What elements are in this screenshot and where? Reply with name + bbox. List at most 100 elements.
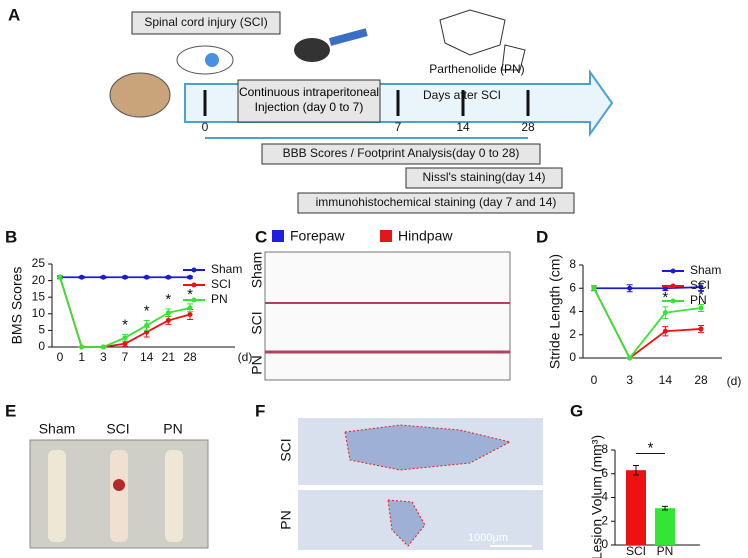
error-bar (662, 505, 668, 511)
y-tick-label: 6 (569, 280, 576, 294)
assay-text: immunohistochemical staining (day 7 and … (316, 195, 557, 209)
error-bar (633, 464, 639, 476)
column-label: PN (163, 421, 182, 437)
panel-letter: D (536, 227, 548, 246)
point (662, 310, 668, 316)
timeline-tick-label: 0 (202, 120, 209, 134)
injection-box-text: Continuous intraperitoneal Injection (da… (238, 85, 380, 114)
point (122, 335, 128, 341)
tissue (48, 450, 66, 542)
y-tick-label: 10 (32, 306, 46, 320)
x-tick-label: SCI (626, 544, 646, 558)
point (698, 326, 704, 332)
assay-box (261, 143, 541, 165)
legend-label: SCI (211, 277, 231, 291)
x-tick-label: 21 (162, 350, 176, 364)
panel-letter: B (5, 227, 17, 246)
y-tick-label: 0 (601, 537, 608, 551)
legend-marker (670, 268, 676, 274)
significance: * (648, 439, 654, 456)
x-tick-label: 28 (694, 373, 708, 387)
significance: * (187, 286, 193, 303)
assay-box (405, 167, 563, 189)
sci-box-text: Spinal cord injury (SCI) (144, 15, 267, 29)
panel-letter: A (8, 5, 20, 24)
x-unit: (d) (727, 374, 742, 388)
x-tick-label: 3 (626, 373, 633, 387)
x-tick-label: 1 (78, 350, 85, 364)
point (591, 285, 597, 291)
y-axis-label: BMS Scores (9, 267, 25, 345)
legend-label: PN (690, 293, 707, 307)
legend-label: SCI (690, 278, 710, 292)
x-tick-label: 3 (100, 350, 107, 364)
timeline-tick-label: 7 (395, 120, 402, 134)
point (165, 317, 171, 323)
row-label: PN (249, 355, 265, 374)
timeline-tick-label: 28 (521, 120, 535, 134)
tissue (165, 450, 183, 542)
bar (626, 470, 646, 545)
legend-swatch (272, 230, 284, 242)
significance: * (122, 316, 128, 333)
x-tick-label: 0 (57, 350, 64, 364)
x-tick-label: 28 (183, 350, 197, 364)
y-tick-label: 8 (601, 442, 608, 456)
y-tick-label: 5 (38, 323, 45, 337)
legend-marker (191, 267, 197, 273)
x-tick-label: 14 (140, 350, 154, 364)
injection-box-fo: Continuous intraperitoneal Injection (da… (238, 85, 380, 114)
y-axis-label: Lesion Volum (mm³) (589, 435, 605, 558)
series-line (593, 287, 702, 360)
tissue (110, 450, 128, 542)
legend-label: Forepaw (290, 228, 345, 244)
lesion-outline (344, 424, 512, 471)
series-line (594, 286, 702, 290)
injury-icon (205, 53, 219, 67)
point (187, 305, 193, 311)
panel-letter: E (5, 401, 16, 420)
panel-letter: G (570, 401, 583, 420)
column-label: Sham (39, 421, 76, 437)
rat-icon (109, 72, 171, 118)
column-label: SCI (106, 421, 129, 437)
bar (655, 508, 675, 545)
molecule (439, 9, 526, 71)
row-label: PN (278, 510, 294, 529)
y-tick-label: 8 (569, 257, 576, 271)
point (165, 310, 171, 316)
x-unit: (d) (238, 350, 253, 364)
row-label: SCI (278, 438, 294, 461)
legend-label: Hindpaw (398, 228, 453, 244)
point (79, 344, 85, 350)
y-tick-label: 4 (569, 304, 576, 318)
point (122, 341, 128, 347)
point (187, 311, 193, 317)
y-tick-label: 0 (38, 339, 45, 353)
point (79, 274, 85, 280)
legend-label: PN (211, 292, 228, 306)
x-tick-label: PN (657, 544, 674, 558)
legend-marker (191, 297, 197, 303)
assay-text: BBB Scores / Footprint Analysis(day 0 to… (283, 146, 520, 160)
point (698, 284, 704, 290)
point (187, 274, 193, 280)
scale-bar-label: 1000μm (468, 532, 508, 544)
legend-label: Sham (690, 263, 721, 277)
x-tick-label: 7 (122, 350, 129, 364)
x-tick-label: 0 (591, 373, 598, 387)
point (100, 274, 106, 280)
panel-letter: F (255, 401, 265, 420)
assay-box (297, 192, 575, 214)
point (627, 285, 633, 291)
point (165, 274, 171, 280)
point (627, 355, 633, 361)
significance: * (662, 289, 668, 306)
sci-box (131, 11, 281, 35)
footprint-image (264, 251, 511, 381)
legend-label: Sham (211, 262, 242, 276)
legend-marker (670, 283, 676, 289)
legend-marker (191, 282, 197, 288)
significance: * (165, 291, 171, 308)
